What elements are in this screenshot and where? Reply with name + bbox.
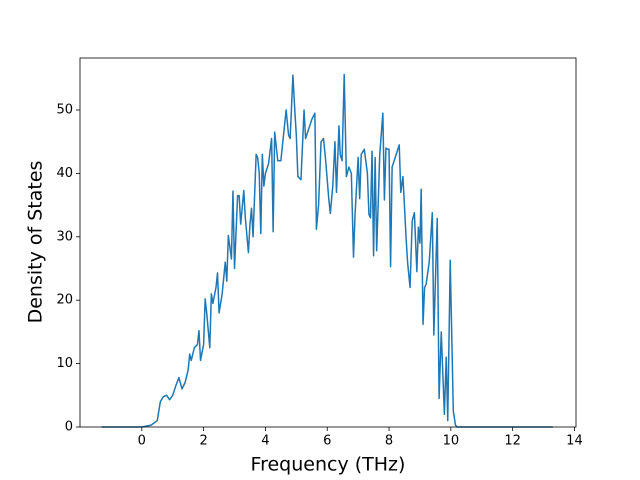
x-tick-label: 14	[566, 434, 583, 449]
line-series	[101, 73, 553, 428]
y-tick-label: 20	[56, 293, 73, 308]
plot-frame	[79, 57, 577, 428]
x-tick-label: 12	[504, 434, 521, 449]
y-tick-label: 50	[56, 102, 73, 117]
y-tick-label: 0	[65, 420, 73, 435]
x-tick-label: 2	[199, 434, 207, 449]
x-tick-label: 4	[261, 434, 269, 449]
x-tick-label: 6	[323, 434, 331, 449]
y-tick-label: 40	[56, 166, 73, 181]
y-axis-label: Density of States	[25, 161, 47, 324]
y-tick-label: 30	[56, 229, 73, 244]
x-tick-label: 0	[138, 434, 146, 449]
x-axis-label: Frequency (THz)	[251, 454, 406, 476]
x-tick-label: 10	[443, 434, 460, 449]
x-tick-label: 8	[385, 434, 393, 449]
y-tick-label: 10	[56, 356, 73, 371]
